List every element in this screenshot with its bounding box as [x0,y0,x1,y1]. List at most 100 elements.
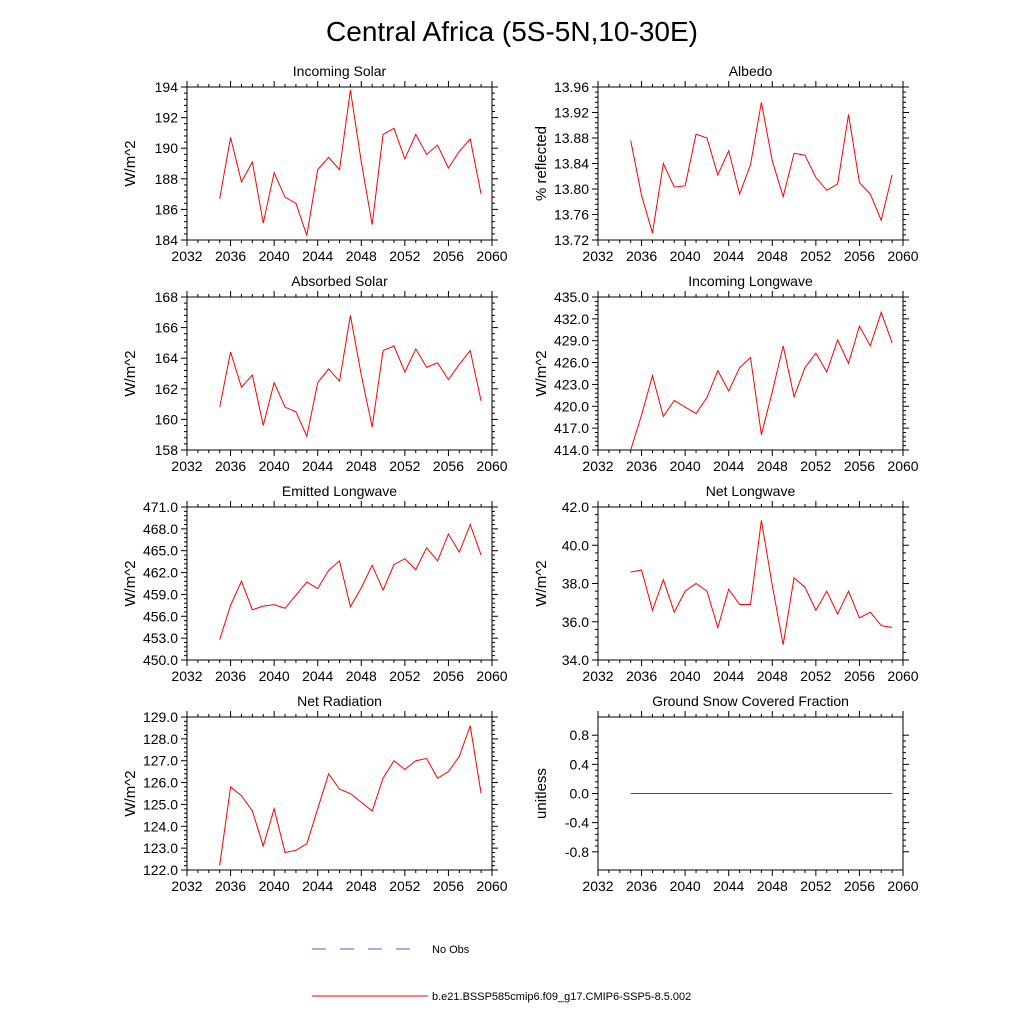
y-tick-label: 13.88 [554,130,589,146]
y-tick-label: 194 [155,79,179,95]
x-tick-label: 2056 [844,458,875,474]
y-tick-label: -0.8 [565,844,589,860]
y-tick-label: 127.0 [143,753,178,769]
panel-title: Incoming Longwave [688,273,813,289]
x-tick-label: 2044 [302,668,333,684]
x-tick-label: 2036 [215,248,246,264]
plot-frame [186,716,493,871]
x-tick-label: 2052 [800,458,831,474]
y-tick-label: 456.0 [143,608,178,624]
y-tick-label: 13.92 [554,105,589,121]
y-tick-label: 190 [155,140,179,156]
x-tick-label: 2048 [757,248,788,264]
series-line [219,725,482,866]
y-tick-label: 13.80 [554,181,589,197]
y-tick-label: 166 [155,320,179,336]
x-tick-label: 2032 [171,878,202,894]
x-tick-label: 2060 [887,248,918,264]
x-tick-label: 2052 [389,458,420,474]
y-axis-label: W/m^2 [122,560,139,606]
series-line [630,102,893,234]
chart-panel: Incoming Longwave 2032 2036 2040 2044 2048 205… [533,273,919,474]
y-axis-label: W/m^2 [122,770,139,816]
x-tick-label: 2040 [259,248,290,264]
y-tick-label: 162 [155,381,179,397]
panel-title: Absorbed Solar [291,273,388,289]
y-axis-label: W/m^2 [533,560,550,606]
y-tick-label: 122.0 [143,862,178,878]
x-tick-label: 2056 [433,458,464,474]
y-tick-label: 429.0 [554,333,589,349]
y-tick-label: 36.0 [562,614,589,630]
x-tick-label: 2048 [346,458,377,474]
y-tick-label: 168 [155,289,179,305]
x-tick-label: 2040 [670,458,701,474]
y-axis-label: unitless [533,768,550,819]
y-tick-label: 123.0 [143,840,178,856]
x-tick-label: 2048 [757,878,788,894]
panel-title: Albedo [729,63,773,79]
x-tick-label: 2032 [582,458,613,474]
plot-frame [597,296,904,451]
y-tick-label: 38.0 [562,576,589,592]
panels-group: Incoming Solar 2032 2036 2040 2044 2048 2052 20… [122,63,919,894]
y-tick-label: 435.0 [554,289,589,305]
y-tick-label: 126.0 [143,775,178,791]
y-tick-label: 414.0 [554,442,589,458]
chart-panel: Absorbed Solar 2032 2036 2040 2044 2048 2052 20… [122,273,508,474]
panel-title: Net Radiation [297,693,382,709]
y-tick-label: 0.4 [570,756,590,772]
y-tick-label: 125.0 [143,796,178,812]
x-tick-label: 2060 [887,878,918,894]
y-tick-label: 13.76 [554,207,589,223]
x-tick-label: 2036 [626,458,657,474]
x-tick-label: 2040 [670,248,701,264]
x-tick-label: 2056 [433,878,464,894]
series-line [219,523,482,640]
series-line [630,520,893,645]
y-tick-label: 471.0 [143,499,178,515]
y-tick-label: 34.0 [562,652,589,668]
x-tick-label: 2056 [844,248,875,264]
x-tick-label: 2036 [626,248,657,264]
x-tick-label: 2032 [171,668,202,684]
x-tick-label: 2044 [713,458,744,474]
x-tick-label: 2036 [215,458,246,474]
x-tick-label: 2036 [215,878,246,894]
x-tick-label: 2044 [713,668,744,684]
y-tick-label: 13.84 [554,156,589,172]
x-tick-label: 2052 [389,668,420,684]
plot-frame [597,506,904,661]
x-tick-label: 2040 [670,668,701,684]
x-tick-label: 2056 [844,668,875,684]
chart-panel: Ground Snow Covered Fraction 2032 2036 2040… [533,693,919,894]
plot-frame [186,506,493,661]
y-tick-label: 184 [155,232,179,248]
figure-title: Central Africa (5S-5N,10-30E) [326,16,698,47]
x-tick-label: 2044 [713,248,744,264]
chart-panel: Incoming Solar 2032 2036 2040 2044 2048 2052 20… [122,63,508,264]
x-tick-label: 2044 [302,878,333,894]
x-tick-label: 2052 [389,248,420,264]
y-tick-label: 160 [155,411,179,427]
panel-title: Incoming Solar [293,63,387,79]
x-tick-label: 2036 [626,668,657,684]
y-tick-label: 459.0 [143,586,178,602]
y-tick-label: 129.0 [143,709,178,725]
y-tick-label: 426.0 [554,355,589,371]
y-tick-label: 462.0 [143,565,178,581]
x-tick-label: 2040 [259,458,290,474]
y-tick-label: 417.0 [554,420,589,436]
y-tick-label: 453.0 [143,630,178,646]
legend: No Obs b.e21.BSSP585cmip6.f09_g17.CMIP6-… [312,944,691,1003]
y-tick-label: 128.0 [143,731,178,747]
x-tick-label: 2056 [433,668,464,684]
panel-title: Net Longwave [706,483,796,499]
chart-panel: Albedo 2032 2036 2040 2044 2048 2052 2056 2060 13… [533,63,919,264]
y-tick-label: 13.96 [554,79,589,95]
chart-panel: Net Longwave 2032 2036 2040 2044 2048 2052 2056… [533,483,919,684]
plot-frame [186,296,493,451]
x-tick-label: 2060 [476,248,507,264]
y-tick-label: 188 [155,171,179,187]
